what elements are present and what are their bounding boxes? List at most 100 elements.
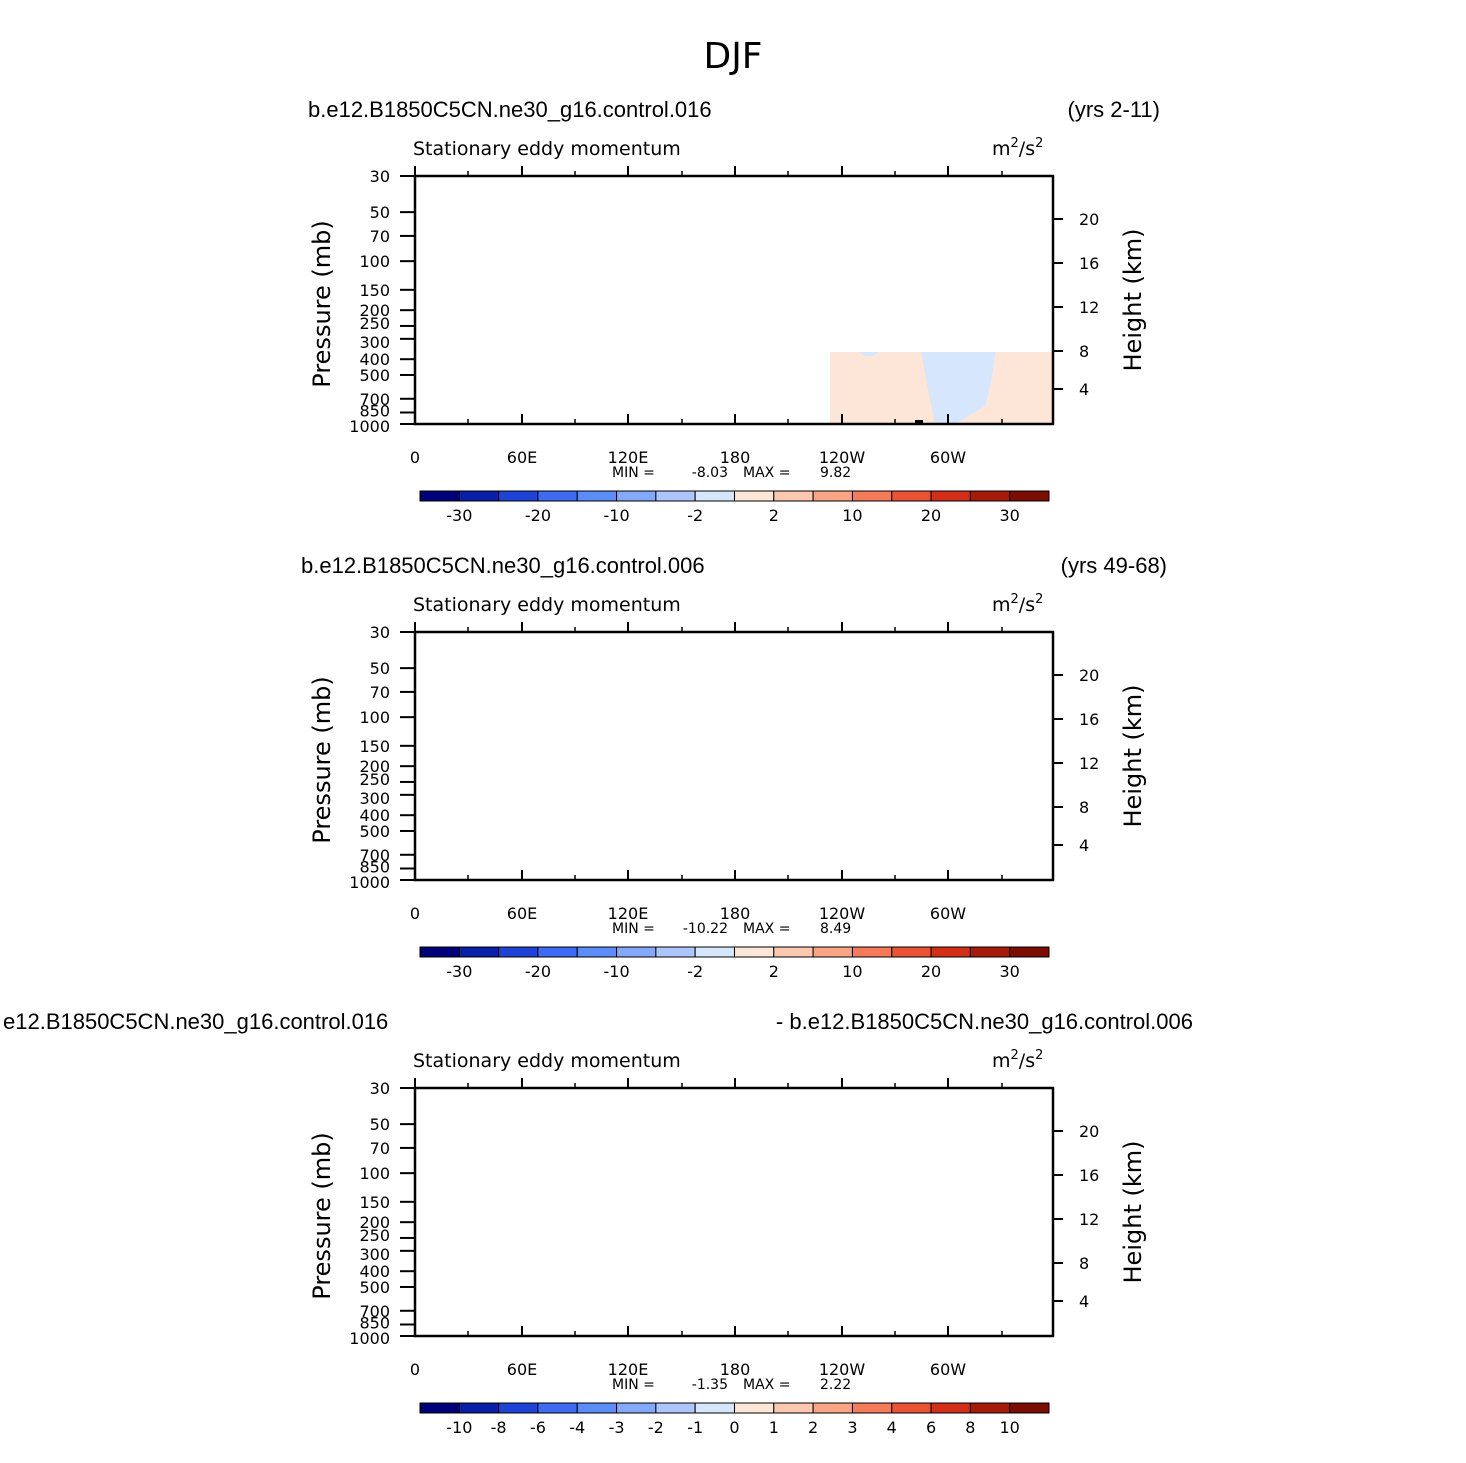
x-tick-label: 0 [410,448,420,467]
colorbar-label: 0 [729,1418,739,1437]
colorbar-bin [498,490,539,502]
colorbar-label: -4 [569,1418,585,1437]
y-tick-label: 200 [359,1213,390,1232]
colorbar-bin [851,1402,893,1414]
colorbar-bin [537,1402,578,1414]
x-tick-label: 0 [410,904,420,923]
units-exponent: 2 [1011,592,1019,607]
panel-variable-label: Stationary eddy momentum [413,1050,681,1072]
colorbar-label: -10 [603,506,629,525]
min-value: -8.03 [692,465,728,481]
contour-region [706,255,816,409]
colorbar-bin [930,946,971,958]
contour-region [683,1126,735,1228]
colorbar-label: -10 [446,1418,472,1437]
colorbar-label: 2 [769,962,779,981]
y-axis-label: Pressure (mb) [308,220,336,387]
colorbar-bin [812,1402,853,1414]
contour-field [415,632,1053,880]
contour-region [595,408,610,424]
y-tick-label: 1000 [349,417,390,436]
y-tick-label: 150 [359,737,390,756]
y2-tick-label: 12 [1079,754,1099,773]
colorbar-bin [616,490,657,502]
panel-units: m2/s2 [992,1048,1043,1072]
y-tick-label: 30 [370,1079,390,1098]
y2-tick-label: 4 [1079,380,1089,399]
contour-region [935,717,995,792]
panel-3: e12.B1850C5CN.ne30_g16.control.016 - b.e1… [3,1009,1193,1437]
contour-region [720,269,799,351]
colorbar-bin [930,1402,971,1414]
x-tick-label: 120W [819,1360,866,1379]
colorbar-label: 6 [926,1418,936,1437]
contour-region [485,176,715,424]
colorbar-label: 10 [842,506,862,525]
y2-tick-label: 4 [1079,836,1089,855]
y-tick-label: 500 [359,822,390,841]
x-tick-label: 180 [720,904,751,923]
contour-region [415,731,451,784]
colorbar-bin [655,946,696,958]
y-tick-label: 200 [359,301,390,320]
plot-frame [413,1086,1055,1338]
contour-region [415,226,460,361]
contour-region [920,1193,941,1223]
max-value: 2.22 [820,1377,851,1393]
y2-axis-label: Height (km) [1119,229,1147,372]
y-tick-label: 30 [370,623,390,642]
colorbar-bin [969,1402,1011,1414]
colorbar-bin [1009,946,1050,958]
y-tick-label: 200 [359,757,390,776]
contour-field [415,1088,1053,1336]
colorbar-bin [969,490,1011,502]
colorbar: -30 -20 -10 -2 2 10 20 30 [419,946,1050,981]
contour-region [903,276,925,335]
y-tick-label: 850 [359,402,390,421]
contour-region [415,632,451,880]
y-tick-label: 500 [359,1278,390,1297]
units-mid: /s [1019,1050,1035,1072]
colorbar-label: -2 [687,962,703,981]
colorbar-bin [419,1402,460,1414]
contour-region [1015,244,1053,286]
x-tick-label: 60W [930,448,966,467]
colorbar-bin [655,1402,696,1414]
colorbar-label: 20 [921,506,941,525]
y-tick-label: 300 [359,1245,390,1264]
y-tick-label: 50 [370,659,390,678]
colorbar-label: 2 [808,1418,818,1437]
colorbar-bin [1009,1402,1050,1414]
contour-region [755,750,828,799]
contour-region [415,275,453,332]
panel-period: (yrs 49-68) [1061,553,1167,578]
y2-tick-label: 20 [1079,1122,1099,1141]
contour-region [940,268,980,300]
colorbar-bin [498,1402,539,1414]
topography [915,420,923,424]
colorbar-bin [694,946,735,958]
y-tick-label: 850 [359,858,390,877]
max-value: 8.49 [820,921,851,937]
x-tick-label: 0 [410,1360,420,1379]
x-tick-label: 60E [507,904,537,923]
topography [470,413,485,424]
colorbar-label: -30 [446,962,472,981]
units-base: m [992,138,1011,160]
y-tick-label: 150 [359,281,390,300]
units-exponent: 2 [1035,136,1043,151]
colorbar-label: 3 [847,1418,857,1437]
y-axis-label: Pressure (mb) [308,1132,336,1299]
y-tick-label: 400 [359,806,390,825]
x-tick-label: 60W [930,904,966,923]
max-label: MAX = [743,1377,790,1393]
colorbar-label: -3 [609,1418,625,1437]
contour-region [892,1192,910,1234]
y-tick-label: 100 [359,708,390,727]
y-tick-label: 250 [359,314,390,333]
units-mid: /s [1019,138,1035,160]
y-tick-label: 50 [370,203,390,222]
colorbar-bin [930,490,971,502]
y-tick-label: 700 [359,1302,390,1321]
x-tick-label: 180 [720,448,751,467]
